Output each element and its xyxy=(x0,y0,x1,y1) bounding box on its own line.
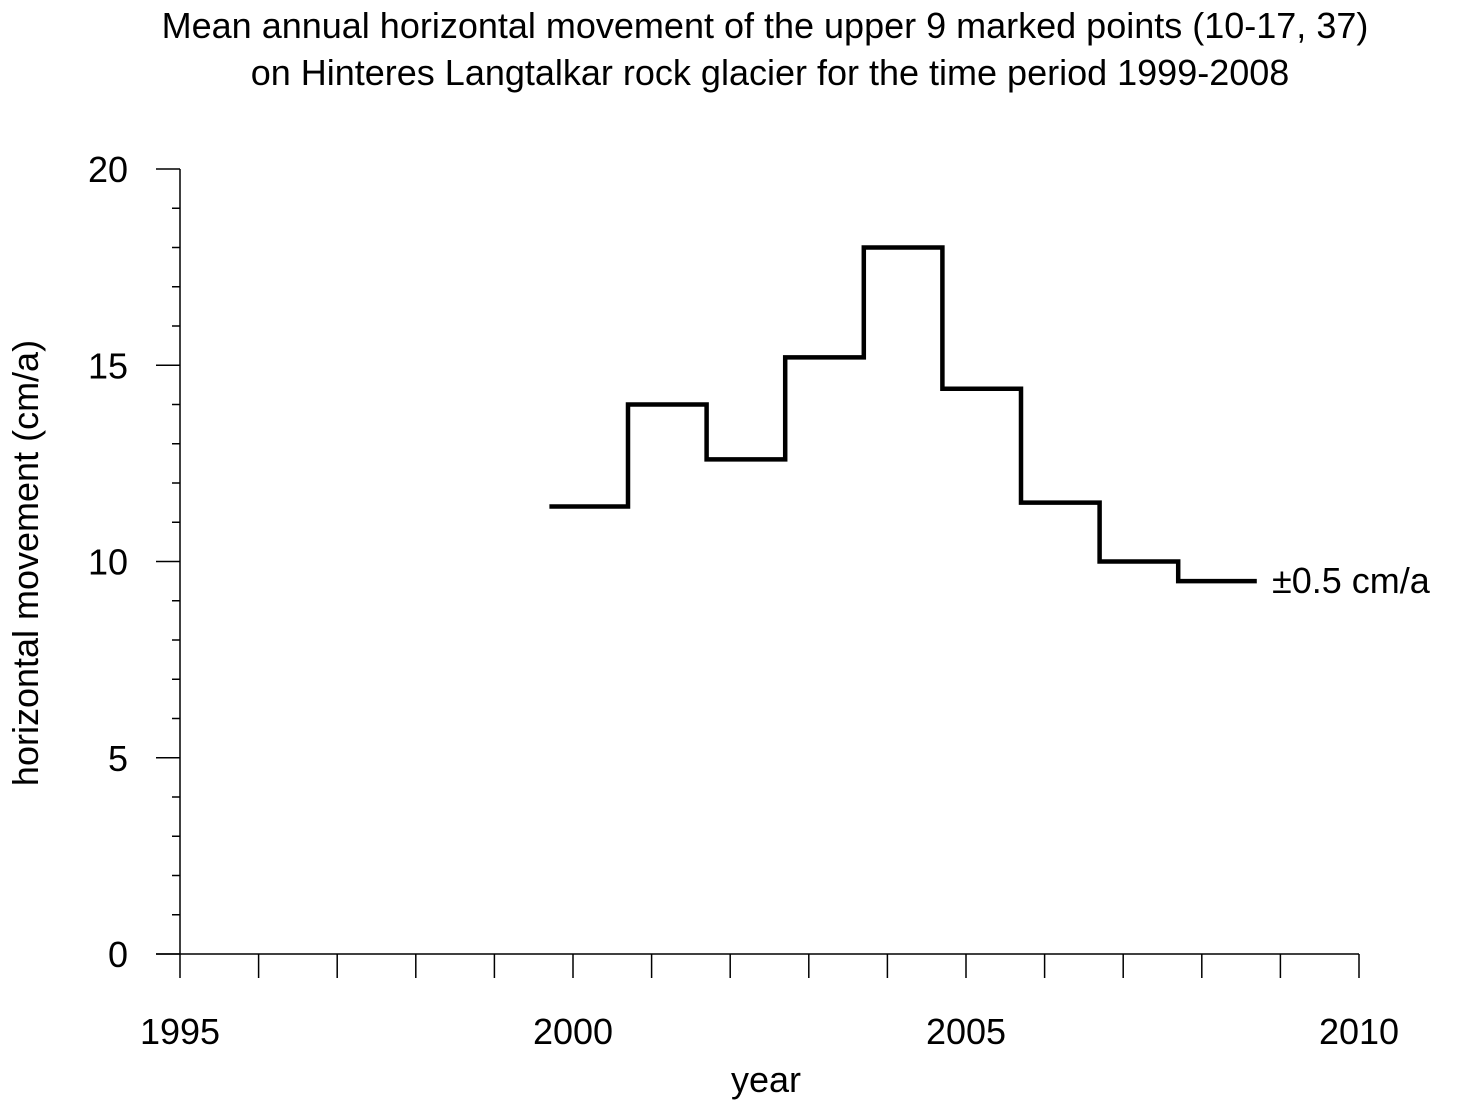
x-tick-label: 2005 xyxy=(926,1011,1006,1052)
series-group xyxy=(549,245,1257,584)
chart-title-line-1: Mean annual horizontal movement of the u… xyxy=(162,5,1369,46)
y-axis-title: horizontal movement (cm/a) xyxy=(5,340,46,786)
x-axis-ticks: 1995 2000 2005 2010 xyxy=(140,954,1399,1052)
x-tick-label: 2000 xyxy=(533,1011,613,1052)
x-tick-label: 1995 xyxy=(140,1011,220,1052)
y-tick-label: 15 xyxy=(88,345,128,386)
y-tick-label: 20 xyxy=(88,149,128,190)
movement-step-line xyxy=(549,245,1257,584)
chart-title-line-2: on Hinteres Langtalkar rock glacier for … xyxy=(251,52,1290,93)
y-axis-ticks: 0 5 10 15 20 xyxy=(88,149,180,975)
uncertainty-annotation: ±0.5 cm/a xyxy=(1272,560,1431,601)
x-axis-title: year xyxy=(731,1059,801,1100)
y-tick-label: 5 xyxy=(108,738,128,779)
y-tick-label: 0 xyxy=(108,934,128,975)
y-tick-label: 10 xyxy=(88,542,128,583)
x-tick-label: 2010 xyxy=(1319,1011,1399,1052)
